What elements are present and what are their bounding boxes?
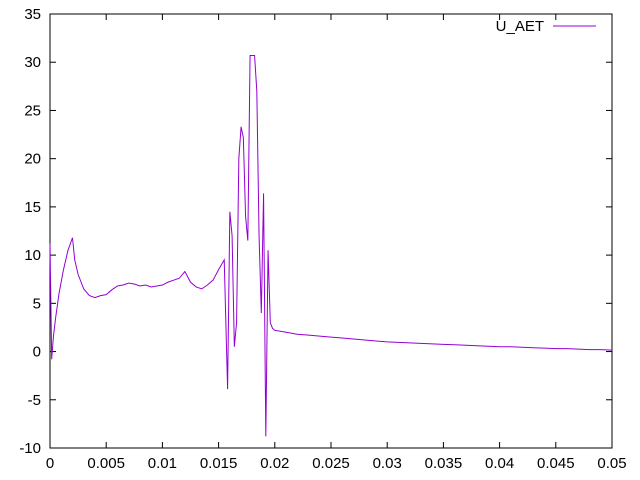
y-tick-label: 30	[24, 54, 41, 71]
y-tick-label: 25	[24, 102, 41, 119]
x-tick-label: 0.015	[200, 455, 238, 472]
x-tick-label: 0.02	[260, 455, 289, 472]
legend: U_AET	[496, 18, 596, 35]
y-tick-label: 15	[24, 199, 41, 216]
series-line-u-aet	[49, 54, 613, 437]
y-tick-label: -5	[28, 392, 41, 409]
x-tick-label: 0.05	[597, 455, 626, 472]
y-tick-label: 20	[24, 151, 41, 168]
plot-frame	[49, 13, 613, 449]
x-tick-label: 0.01	[148, 455, 177, 472]
x-axis: 0 0.005 0.01 0.015 0.02 0.025 0.03 0.035 0.04 0.0…	[46, 14, 627, 472]
x-tick-label: 0.035	[425, 455, 463, 472]
x-tick-label: 0	[46, 455, 54, 472]
x-tick-label: 0.005	[87, 455, 125, 472]
x-tick-label: 0.045	[537, 455, 575, 472]
x-tick-label: 0.03	[373, 455, 402, 472]
x-tick-label: 0.025	[312, 455, 350, 472]
y-tick-label: 0	[33, 344, 41, 361]
legend-label: U_AET	[496, 18, 544, 35]
y-axis: -10 -5 0 5 10 15 20 25 30 35	[19, 6, 612, 457]
y-tick-label: 10	[24, 247, 41, 264]
y-tick-label: 5	[33, 295, 41, 312]
y-tick-label: -10	[19, 440, 41, 457]
y-tick-label: 35	[24, 6, 41, 23]
x-tick-label: 0.04	[485, 455, 514, 472]
